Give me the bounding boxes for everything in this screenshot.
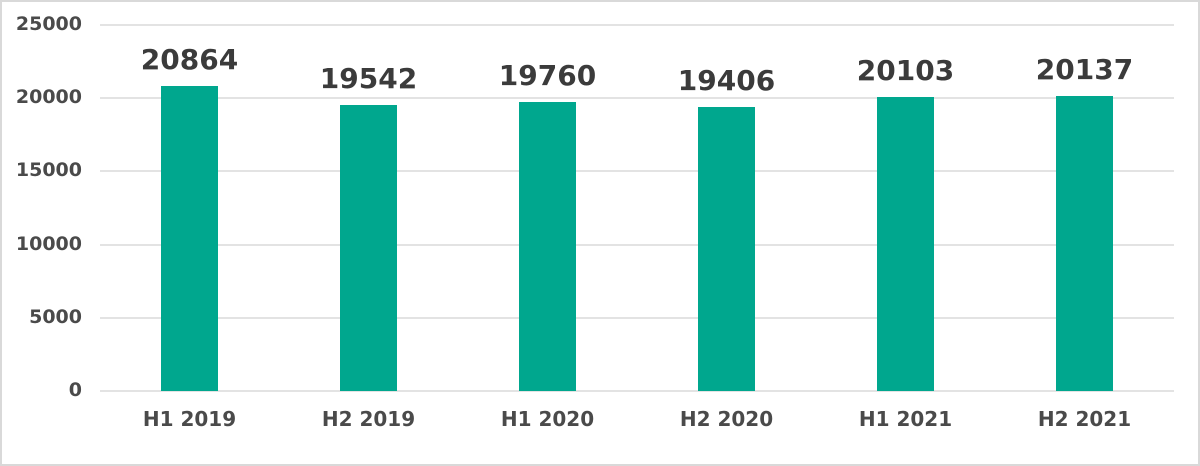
bar-value-label: 19406: [677, 63, 776, 97]
bar-value-label: 19760: [498, 58, 597, 92]
x-tick-label: H2 2021: [1037, 407, 1132, 431]
x-tick-label: H1 2019: [142, 407, 237, 431]
y-tick-label: 25000: [15, 13, 82, 35]
y-tick-label: 10000: [15, 232, 82, 255]
x-tick-label: H1 2021: [858, 407, 953, 431]
gridline: [100, 170, 1174, 173]
gridline: [100, 97, 1174, 100]
gridline: [100, 243, 1174, 246]
x-tick-label: H2 2019: [321, 407, 416, 431]
bar: [340, 104, 397, 391]
gridline: [100, 390, 1174, 392]
y-tick-label: 15000: [15, 159, 82, 182]
bar-value-label: 20137: [1035, 53, 1134, 87]
x-tick-label: H2 2020: [679, 407, 774, 431]
bar: [1056, 96, 1113, 391]
bar-value-label: 19542: [319, 61, 418, 95]
bar-value-label: 20864: [140, 42, 239, 76]
bar: [519, 101, 576, 391]
bar: [877, 96, 934, 391]
bar: [161, 85, 218, 391]
plot-area: 20864 19542 19760 19406 20103 20137: [100, 24, 1174, 392]
bar: [698, 106, 755, 391]
bar-value-label: 20103: [856, 53, 955, 87]
gridline: [100, 24, 1174, 26]
y-tick-label: 5000: [29, 305, 82, 328]
y-tick-label: 0: [68, 379, 82, 401]
x-tick-label: H1 2020: [500, 407, 595, 431]
y-tick-label: 20000: [15, 86, 82, 109]
gridline: [100, 316, 1174, 319]
